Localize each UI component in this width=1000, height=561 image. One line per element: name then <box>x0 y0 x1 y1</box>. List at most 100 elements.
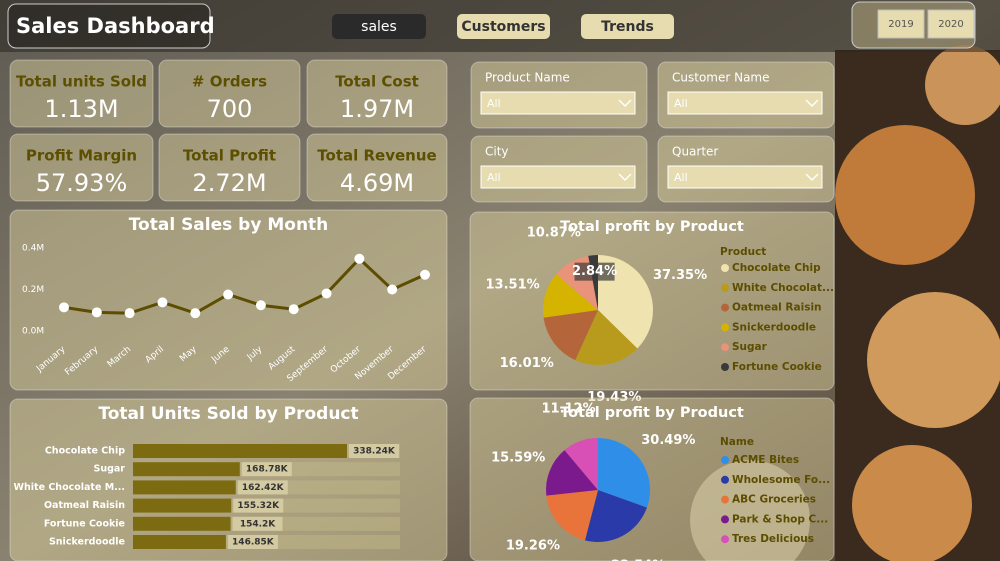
value-label: 154.2K <box>240 519 276 529</box>
year-button[interactable] <box>877 9 925 39</box>
card <box>306 59 448 128</box>
chart-title: Total Sales by Month <box>129 215 329 235</box>
pie-slice <box>546 490 598 541</box>
bar <box>133 516 231 531</box>
year-label[interactable]: 2019 <box>888 19 913 30</box>
kpi-value: 57.93% <box>36 169 128 197</box>
kpi-label: # Orders <box>192 73 267 91</box>
filter-value[interactable]: All <box>487 97 501 110</box>
card <box>158 59 301 128</box>
value-label: 19.43% <box>587 390 641 405</box>
legend-marker <box>721 323 729 332</box>
marker <box>157 297 168 308</box>
year-button[interactable] <box>927 9 975 39</box>
kpi-label: Total Revenue <box>317 147 436 165</box>
bar <box>133 462 240 477</box>
kpi-label: Total units Sold <box>16 73 147 91</box>
filter-value[interactable]: All <box>674 97 688 110</box>
legend-label: Park & Shop C... <box>732 513 828 525</box>
legend-title: Product <box>720 246 766 258</box>
tab-label[interactable]: sales <box>361 19 397 35</box>
value-label-box <box>349 444 399 458</box>
card <box>9 59 154 128</box>
year-label[interactable]: 2020 <box>938 19 963 30</box>
chart-title: Total profit by Product <box>560 219 744 235</box>
y-tick-label: 0.2M <box>22 285 44 295</box>
card <box>9 133 154 202</box>
bar <box>133 480 236 495</box>
bar <box>133 498 232 513</box>
filter-dropdown[interactable] <box>667 91 823 115</box>
kpi-value: 1.97M <box>340 95 414 123</box>
legend-label: Chocolate Chip <box>732 262 821 274</box>
bar <box>133 535 226 549</box>
kpi-value: 700 <box>207 95 253 123</box>
legend-marker <box>721 264 729 272</box>
legend-label: Snickerdoodle <box>732 321 816 333</box>
value-label-box <box>227 535 278 549</box>
y-tick-label: 0.4M <box>22 244 44 254</box>
value-label: 146.85K <box>232 538 275 548</box>
chart-title: Total Units Sold by Product <box>98 404 358 424</box>
value-label: 15.59% <box>491 450 545 465</box>
marker <box>288 304 299 315</box>
flour <box>690 460 810 561</box>
filter-dropdown[interactable] <box>480 165 636 189</box>
filter-label: Product Name <box>485 71 570 85</box>
legend-marker <box>721 363 729 371</box>
tab[interactable] <box>332 14 426 39</box>
value-label: 168.78K <box>246 465 289 475</box>
dropdown-arrow[interactable] <box>805 173 819 182</box>
filter-label: Quarter <box>672 145 718 159</box>
filter-dropdown[interactable] <box>667 165 823 189</box>
tab[interactable] <box>581 14 674 39</box>
legend-label: Sugar <box>732 341 768 353</box>
bun <box>852 445 972 561</box>
dropdown-arrow[interactable] <box>805 99 819 108</box>
legend-label: Fortune Cookie <box>732 361 822 373</box>
marker <box>124 308 135 319</box>
chart-title: Total profit by Product <box>560 405 744 421</box>
value-label: 23.54% <box>611 559 665 561</box>
dropdown-arrow[interactable] <box>618 99 632 108</box>
marker <box>59 302 69 313</box>
value-label: 2.84% <box>572 264 617 279</box>
marker <box>321 288 332 299</box>
line <box>63 256 426 315</box>
y-tick-label: Fortune Cookie <box>44 518 125 529</box>
filter-value[interactable]: All <box>674 171 688 184</box>
tab[interactable] <box>457 14 550 39</box>
tab-label[interactable]: Trends <box>601 19 654 35</box>
bun <box>835 125 975 265</box>
marker <box>190 308 201 319</box>
value-label-box <box>237 480 288 495</box>
pie-slice <box>564 438 598 490</box>
dropdown-arrow[interactable] <box>618 173 632 182</box>
legend-label: ACME Bites <box>732 454 799 466</box>
value-label: 11.12% <box>541 402 595 417</box>
value-label-box <box>233 498 284 513</box>
value-label: 338.24K <box>353 447 396 457</box>
marker <box>354 253 365 264</box>
card <box>9 209 448 391</box>
dashboard-title: Sales Dashboard <box>16 14 215 38</box>
value-label-box <box>241 462 292 477</box>
value-label: 16.01% <box>500 356 554 371</box>
legend-title: Name <box>720 436 754 448</box>
marker <box>255 300 266 311</box>
bun <box>925 45 1000 125</box>
legend-label: ABC Groceries <box>732 494 816 506</box>
y-tick-label: Oatmeal Raisin <box>44 500 125 511</box>
filter-value[interactable]: All <box>487 171 501 184</box>
pie-slice <box>575 310 638 365</box>
pie-slice <box>543 274 598 318</box>
value-label: 30.49% <box>641 433 695 448</box>
pie-slice <box>584 490 647 542</box>
legend-marker <box>721 303 729 312</box>
legend-label: Wholesome Fo... <box>732 474 830 486</box>
filter-dropdown[interactable] <box>480 91 636 115</box>
tab-label[interactable]: Customers <box>461 19 545 35</box>
pie-slice <box>598 438 650 508</box>
value-label-box <box>574 262 615 281</box>
